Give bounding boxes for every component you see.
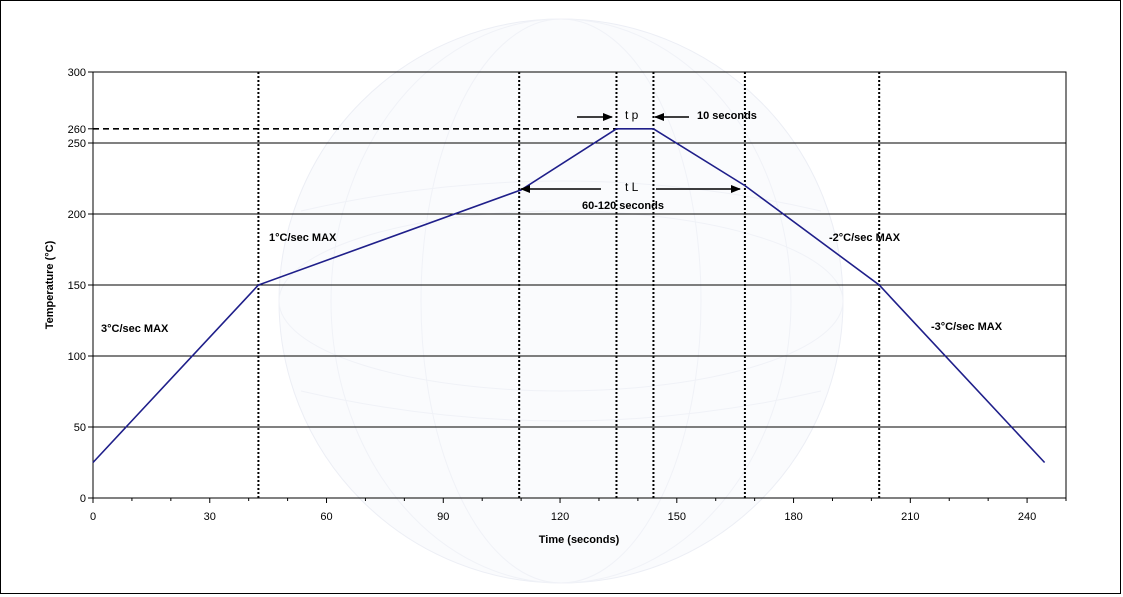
- y-tick-label-50: 50: [74, 422, 86, 434]
- x-tick-label-180: 180: [784, 511, 802, 523]
- x-tick-label-210: 210: [901, 511, 919, 523]
- x-tick-label-0: 0: [90, 511, 96, 523]
- cooling-rate-label-1: -2°C/sec MAX: [829, 232, 901, 244]
- ramp-up-rate-label: 3°C/sec MAX: [101, 323, 169, 335]
- x-tick-label-60: 60: [320, 511, 332, 523]
- y-tick-label-260: 260: [68, 124, 86, 136]
- tp-duration-label: 10 seconds: [697, 110, 757, 122]
- y-axis-ticks: 0 50 100 150 200 250 300 260: [68, 67, 93, 505]
- soak-rate-label: 1°C/sec MAX: [269, 232, 337, 244]
- y-tick-label-200: 200: [68, 209, 86, 221]
- y-axis-label: Temperature (°C): [44, 240, 56, 329]
- y-tick-label-150: 150: [68, 280, 86, 292]
- tl-label: t L: [625, 180, 639, 194]
- y-tick-label-250: 250: [68, 138, 86, 150]
- x-axis-label: Time (seconds): [539, 534, 620, 546]
- x-tick-label-240: 240: [1018, 511, 1036, 523]
- x-tick-label-120: 120: [551, 511, 569, 523]
- tp-label: t p: [625, 108, 639, 122]
- x-tick-label-30: 30: [204, 511, 216, 523]
- tl-duration-label: 60-120 seconds: [582, 200, 664, 212]
- cooling-rate-label-2: -3°C/sec MAX: [931, 321, 1003, 333]
- y-tick-label-300: 300: [68, 67, 86, 79]
- y-tick-label-100: 100: [68, 351, 86, 363]
- y-tick-label-0: 0: [80, 493, 86, 505]
- x-tick-label-150: 150: [668, 511, 686, 523]
- x-tick-label-90: 90: [437, 511, 449, 523]
